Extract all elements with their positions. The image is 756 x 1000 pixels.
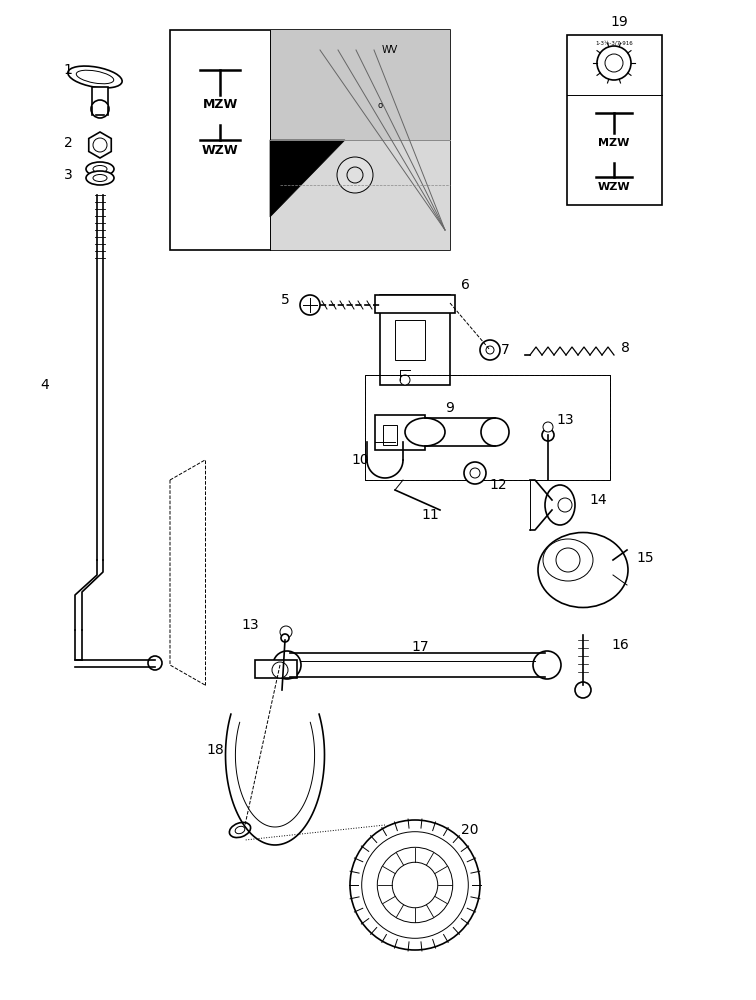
Text: 1: 1 bbox=[64, 63, 73, 77]
Circle shape bbox=[148, 656, 162, 670]
Text: 17: 17 bbox=[411, 640, 429, 654]
Circle shape bbox=[556, 548, 580, 572]
Circle shape bbox=[300, 295, 320, 315]
Ellipse shape bbox=[93, 165, 107, 172]
Text: MZW: MZW bbox=[203, 99, 237, 111]
Ellipse shape bbox=[93, 174, 107, 182]
Circle shape bbox=[361, 832, 468, 938]
Ellipse shape bbox=[229, 822, 250, 838]
Text: 5: 5 bbox=[280, 293, 290, 307]
Bar bbox=[380, 295, 450, 385]
Ellipse shape bbox=[76, 70, 113, 84]
Text: WZW: WZW bbox=[202, 143, 238, 156]
Text: 20: 20 bbox=[461, 823, 479, 837]
Circle shape bbox=[575, 682, 591, 698]
Ellipse shape bbox=[405, 418, 445, 446]
Text: 13: 13 bbox=[556, 413, 574, 427]
Circle shape bbox=[392, 862, 438, 908]
Ellipse shape bbox=[538, 532, 628, 607]
Text: 9: 9 bbox=[445, 401, 454, 415]
Bar bbox=[375, 295, 455, 313]
Circle shape bbox=[350, 820, 480, 950]
Polygon shape bbox=[270, 140, 345, 217]
Circle shape bbox=[377, 847, 453, 923]
Ellipse shape bbox=[68, 66, 122, 88]
Bar bbox=[365, 375, 610, 480]
Circle shape bbox=[597, 46, 631, 80]
Text: 10: 10 bbox=[352, 453, 369, 467]
Circle shape bbox=[337, 157, 373, 193]
Ellipse shape bbox=[235, 826, 245, 834]
Ellipse shape bbox=[545, 485, 575, 525]
Bar bbox=[270, 30, 450, 140]
Bar bbox=[365, 375, 610, 480]
Ellipse shape bbox=[273, 651, 301, 679]
Text: 14: 14 bbox=[589, 493, 607, 507]
Text: 12: 12 bbox=[489, 478, 507, 492]
Circle shape bbox=[464, 462, 486, 484]
Text: 6: 6 bbox=[460, 278, 469, 292]
Text: 7: 7 bbox=[500, 343, 510, 357]
Text: 16: 16 bbox=[611, 638, 629, 652]
Ellipse shape bbox=[481, 418, 509, 446]
Text: 11: 11 bbox=[421, 508, 439, 522]
Bar bbox=[255, 660, 297, 678]
Text: o: o bbox=[377, 101, 383, 109]
Ellipse shape bbox=[86, 171, 114, 185]
Bar bbox=[92, 87, 108, 109]
Bar bbox=[270, 30, 450, 250]
Circle shape bbox=[542, 429, 554, 441]
Text: 13: 13 bbox=[241, 618, 259, 632]
Circle shape bbox=[280, 626, 292, 638]
Text: 3: 3 bbox=[64, 168, 73, 182]
Circle shape bbox=[91, 100, 109, 118]
Bar bbox=[170, 30, 450, 250]
Text: 8: 8 bbox=[621, 341, 630, 355]
Bar bbox=[395, 320, 425, 360]
Text: 15: 15 bbox=[637, 551, 654, 565]
Ellipse shape bbox=[543, 539, 593, 581]
Text: 19: 19 bbox=[610, 15, 628, 29]
Bar bbox=[567, 35, 662, 205]
Circle shape bbox=[93, 138, 107, 152]
Circle shape bbox=[605, 54, 623, 72]
Bar bbox=[375, 415, 425, 450]
Text: WV: WV bbox=[382, 45, 398, 55]
Circle shape bbox=[470, 468, 480, 478]
Circle shape bbox=[347, 167, 363, 183]
Circle shape bbox=[543, 422, 553, 432]
Circle shape bbox=[480, 340, 500, 360]
Circle shape bbox=[281, 634, 289, 642]
Bar bbox=[383, 425, 397, 445]
Polygon shape bbox=[88, 132, 111, 158]
Text: MZW: MZW bbox=[598, 137, 630, 147]
Ellipse shape bbox=[86, 162, 114, 176]
Text: WZW: WZW bbox=[598, 182, 631, 192]
Text: 4: 4 bbox=[41, 378, 49, 392]
Text: 2: 2 bbox=[64, 136, 73, 150]
Circle shape bbox=[558, 498, 572, 512]
Ellipse shape bbox=[533, 651, 561, 679]
Circle shape bbox=[400, 375, 410, 385]
Circle shape bbox=[486, 346, 494, 354]
Text: 18: 18 bbox=[206, 743, 224, 757]
Circle shape bbox=[272, 662, 288, 678]
Text: 1-3½-3/7-916: 1-3½-3/7-916 bbox=[595, 40, 633, 45]
